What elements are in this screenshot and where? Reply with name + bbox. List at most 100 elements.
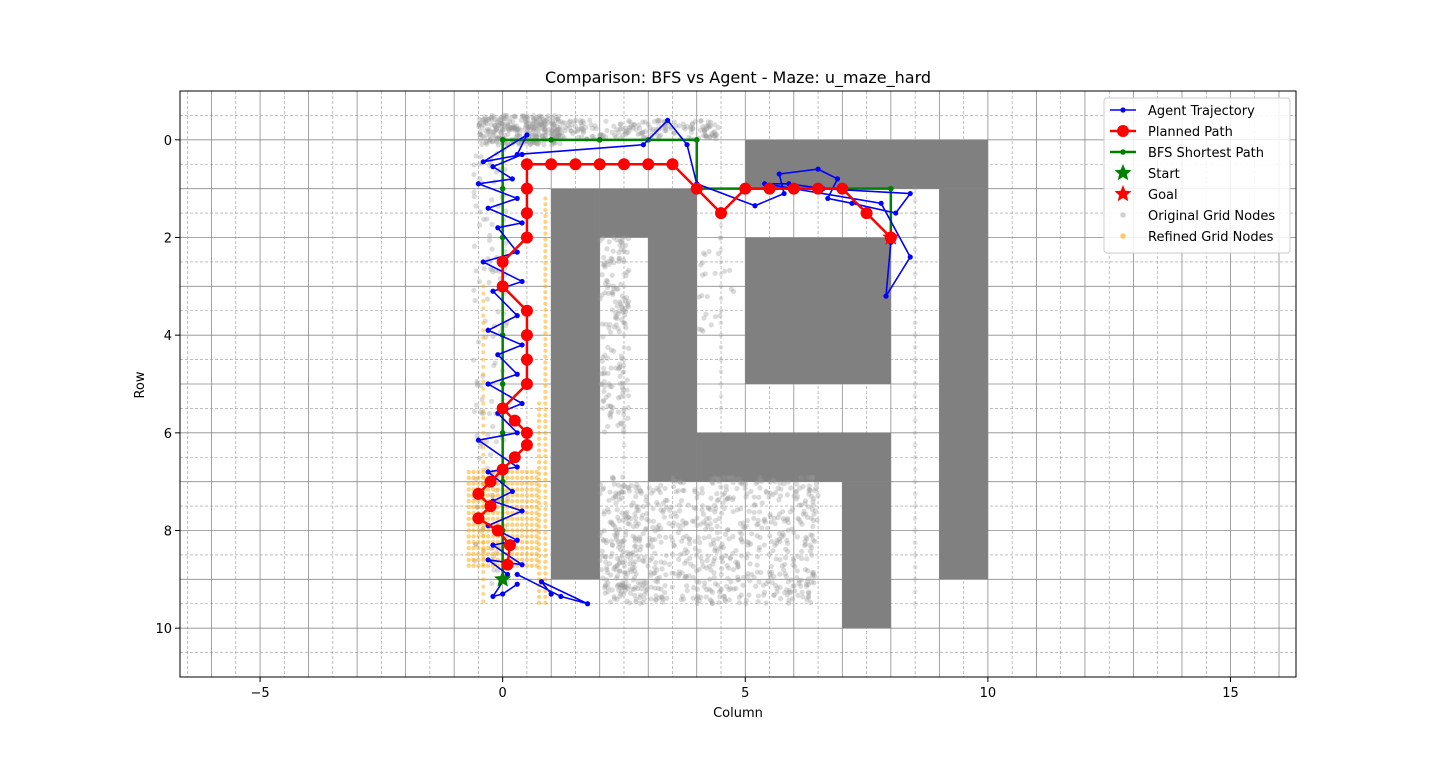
original-grid-node [479,117,486,123]
original-grid-node [621,428,627,434]
refined-grid-node [536,542,542,547]
original-grid-node [712,581,719,587]
original-grid-node [603,559,609,565]
original-grid-node [608,538,614,544]
original-grid-node [795,515,801,521]
original-grid-node [790,583,796,589]
original-grid-node [600,537,607,543]
original-grid-node [623,273,629,279]
original-grid-node [648,596,654,602]
original-grid-node [631,564,637,571]
original-grid-node [625,415,631,421]
original-grid-node [633,126,639,133]
original-grid-node [666,520,672,527]
refined-grid-node [543,454,548,459]
original-grid-node [675,488,681,494]
original-grid-node [767,569,773,575]
original-grid-node [539,113,545,119]
refined-grid-node [495,487,501,492]
original-grid-node [714,530,721,536]
original-grid-node [621,558,627,564]
original-grid-node [693,596,700,602]
original-grid-node [912,515,918,521]
original-grid-node [663,128,669,134]
original-grid-node [761,518,767,524]
original-grid-node [673,513,680,520]
bfs-path-point [693,137,700,143]
refined-grid-node [529,551,534,557]
original-grid-node [621,312,628,318]
original-grid-node [552,129,558,135]
refined-grid-node [466,469,471,475]
original-grid-node [471,189,477,195]
original-grid-node [655,502,661,508]
original-grid-node [620,132,626,138]
original-grid-node [656,487,662,493]
original-grid-node [649,555,655,561]
original-grid-node [800,594,806,600]
original-grid-node [718,308,724,314]
original-grid-node [604,278,610,285]
original-grid-node [509,125,515,131]
original-grid-node [624,553,631,560]
original-grid-node [673,489,679,495]
refined-grid-node [543,547,548,553]
original-grid-node [507,116,513,122]
original-grid-node [504,113,510,119]
original-grid-node [472,297,478,304]
original-grid-node [660,509,666,515]
original-grid-node [620,309,626,315]
original-grid-node [555,131,561,137]
original-grid-node [718,247,724,253]
original-grid-node [640,129,646,135]
original-grid-node [509,126,515,132]
original-grid-node [621,362,627,369]
agent-trajectory-point [514,151,520,158]
original-grid-node [707,576,713,582]
refined-grid-node [543,348,548,353]
original-grid-node [512,113,518,119]
original-grid-node [614,573,620,579]
original-grid-node [609,307,615,313]
original-grid-node [599,371,605,377]
refined-grid-node [543,471,548,476]
agent-trajectory-point [907,190,913,197]
original-grid-node [630,577,636,583]
refined-grid-node [476,540,481,545]
original-grid-node [798,577,804,583]
refined-grid-node [543,342,548,348]
original-grid-node [549,119,556,125]
original-grid-node [598,567,605,573]
refined-grid-node [543,395,548,400]
original-grid-node [553,134,559,140]
original-grid-node [605,506,611,512]
original-grid-node [512,127,519,133]
original-grid-node [619,489,625,495]
original-grid-node [784,592,791,598]
original-grid-node [565,123,571,129]
original-grid-node [621,393,627,399]
refined-grid-node [529,545,534,551]
original-grid-node [623,294,630,301]
original-grid-node [666,561,673,567]
original-grid-node [813,486,819,492]
original-grid-node [486,410,493,417]
original-grid-node [498,114,504,121]
refined-grid-node [485,487,491,492]
original-grid-node [623,583,629,590]
original-grid-node [912,222,918,228]
original-grid-node [552,113,558,119]
original-grid-node [706,124,712,130]
original-grid-node [553,129,559,135]
original-grid-node [474,380,480,386]
refined-grid-node [543,430,548,435]
legend-handle-goal [1114,185,1132,202]
original-grid-node [552,122,558,128]
original-grid-node [626,485,632,491]
original-grid-node [574,128,581,134]
refined-grid-node [490,534,496,539]
original-grid-node [613,536,619,542]
refined-grid-node [524,493,530,498]
original-grid-node [805,568,811,574]
original-grid-node [810,517,817,523]
